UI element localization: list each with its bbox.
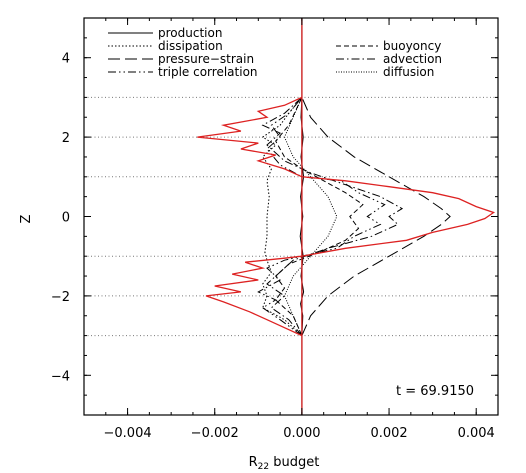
x-tick-label: 0.000 [283,426,320,441]
series-line-buoyoncy [275,97,364,336]
x-tick-label: 0.002 [370,426,407,441]
x-tick-label: −0.002 [191,426,239,441]
legend-left-swatches [108,32,153,73]
legend-label-diffusion: diffusion [383,65,434,79]
legend-label-buoyoncy: buoyoncy [383,39,441,53]
x-axis-label: R22 budget [249,455,320,472]
series-line-total [197,96,496,337]
series-line-advection [261,97,404,336]
y-tick-label: 0 [62,211,70,226]
legend: production dissipation pressure−strain t… [108,26,442,79]
y-tick-label: −2 [51,290,70,305]
series-line-triple-correlation [257,97,386,337]
x-tick-label: −0.004 [104,426,152,441]
series-line-diffusion [283,97,338,336]
legend-label-advection: advection [383,52,442,66]
y-tick-label: −4 [51,369,70,384]
x-tick-label: 0.004 [458,426,495,441]
legend-label-triple-correlation: triple correlation [158,65,258,79]
axis-ticks: −0.004 −0.002 0.000 0.002 0.004 −4 −2 0 2 4 [51,17,499,441]
series-line-dissipation [261,97,303,336]
series-lines [197,18,496,415]
series-line-pressure-strain [301,97,451,336]
legend-label-pressure-strain: pressure−strain [158,52,254,66]
y-tick-label: 2 [62,131,70,146]
legend-label-dissipation: dissipation [158,39,223,53]
legend-right-swatches [336,45,378,73]
legend-label-production: production [158,26,222,40]
y-tick-label: 4 [62,52,70,67]
grid-lines [84,96,498,337]
time-annotation: t = 69.9150 [396,384,474,399]
y-axis-label: Z [19,214,34,223]
